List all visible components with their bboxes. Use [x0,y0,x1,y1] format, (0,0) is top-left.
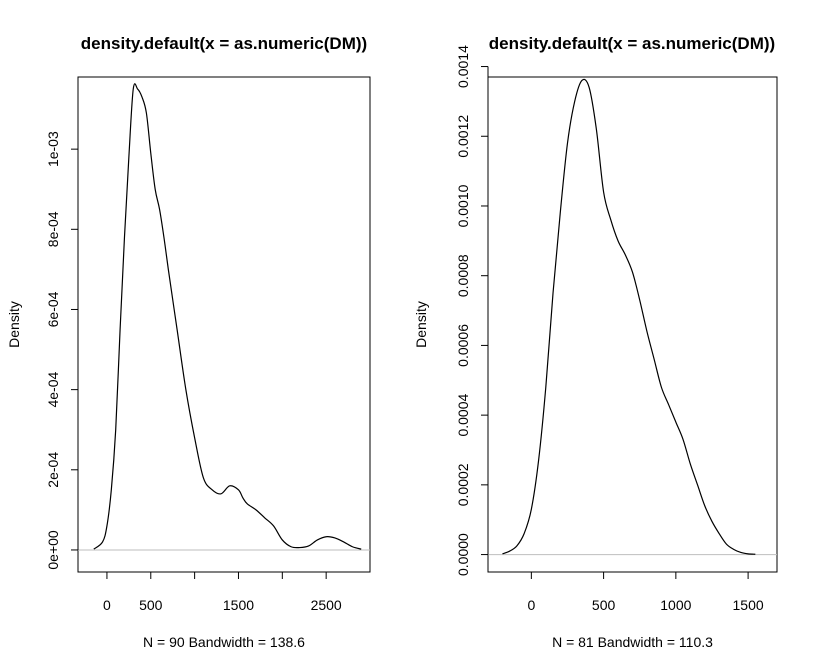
x-tick-label: 1500 [733,597,764,613]
x-tick-label: 0 [103,597,111,613]
y-tick-label: 2e-04 [45,452,61,488]
y-tick-label: 0.0008 [455,254,471,297]
y-tick-label: 0.0004 [455,394,471,437]
density-curve [93,83,362,550]
x-tick-label: 1000 [660,597,691,613]
y-tick-label: 1e-03 [45,131,61,167]
x-tick-label: 0 [527,597,535,613]
y-tick-label: 6e-04 [45,291,61,327]
x-axis-label: N = 81 Bandwidth = 110.3 [552,634,713,650]
y-tick-label: 0.0010 [455,184,471,227]
y-tick-label: 0.0014 [455,45,471,88]
plot-frame [487,76,778,573]
y-tick-label: 8e-04 [45,211,61,247]
y-axis-label: Density [6,301,22,348]
density-curve [502,78,756,555]
chart-title: density.default(x = as.numeric(DM)) [81,34,367,53]
x-tick-label: 1500 [223,597,254,613]
y-tick-label: 0e+00 [45,530,61,570]
y-tick-label: 0.0002 [455,463,471,506]
y-tick-label: 0.0006 [455,324,471,367]
y-tick-label: 4e-04 [45,372,61,408]
y-tick-label: 0.0012 [455,115,471,158]
left-density-panel: density.default(x = as.numeric(DM)) 0 500 1… [6,34,371,650]
x-tick-label: 500 [592,597,616,613]
x-axis-label: N = 90 Bandwidth = 138.6 [143,634,305,650]
y-tick-label: 0.0000 [455,533,471,576]
chart-title: density.default(x = as.numeric(DM)) [489,34,775,53]
plot-frame [77,76,371,573]
right-density-panel: density.default(x = as.numeric(DM)) 0 500 1… [413,34,778,650]
x-tick-label: 500 [139,597,163,613]
y-axis-label: Density [413,301,429,348]
x-tick-label: 2500 [311,597,342,613]
